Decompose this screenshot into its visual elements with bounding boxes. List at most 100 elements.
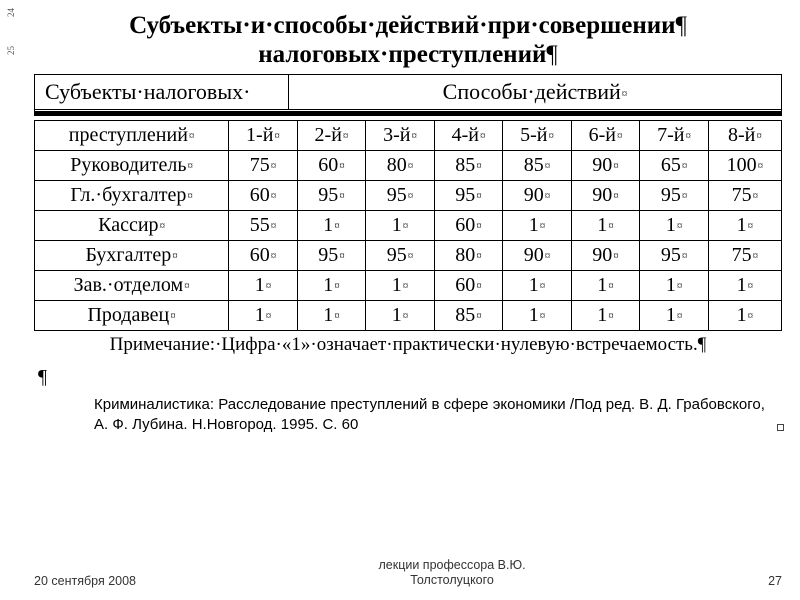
cell-text: 90 <box>592 244 612 266</box>
data-cell: 1¤ <box>640 270 709 300</box>
sun-icon: ¤ <box>407 250 414 262</box>
sun-icon: ¤ <box>747 310 754 322</box>
slide-footer: 20 сентября 2008 лекции профессора В.Ю. … <box>34 558 782 588</box>
data-cell: 75¤ <box>708 240 781 270</box>
cell-text: 1 <box>392 304 402 326</box>
header-right: Способы·действий¤ <box>288 74 781 109</box>
footer-date: 20 сентября 2008 <box>34 574 136 588</box>
resize-handle-icon <box>777 424 784 431</box>
sun-icon: ¤ <box>169 310 176 322</box>
data-cell: 1¤ <box>503 300 572 330</box>
sun-icon: ¤ <box>681 160 688 172</box>
data-cell: 1¤ <box>571 300 640 330</box>
sun-icon: ¤ <box>621 88 628 100</box>
cell-text: 1 <box>529 304 539 326</box>
pilcrow-icon: ¶ <box>698 334 707 355</box>
sun-icon: ¤ <box>475 160 482 172</box>
data-cell: 85¤ <box>503 150 572 180</box>
sun-icon: ¤ <box>407 190 414 202</box>
cell-text: 5-й <box>520 124 547 146</box>
cell-text: 1 <box>323 274 333 296</box>
cell-text: 90 <box>592 184 612 206</box>
vertical-ruler: 24 25 <box>0 0 22 600</box>
sun-icon: ¤ <box>402 280 409 292</box>
sun-icon: ¤ <box>539 310 546 322</box>
cell-text: 60 <box>455 274 475 296</box>
table-note: Примечание:·Цифра·«1»·означает·практичес… <box>34 331 782 356</box>
data-cell: 95¤ <box>366 180 435 210</box>
cell-text: 1 <box>666 274 676 296</box>
data-cell: 1¤ <box>297 270 366 300</box>
footer-author: лекции профессора В.Ю. Толстолуцкого <box>136 558 768 588</box>
data-cell: 95¤ <box>434 180 503 210</box>
sun-icon: ¤ <box>338 190 345 202</box>
cell-text: 80 <box>455 244 475 266</box>
cell-text: 60 <box>250 184 270 206</box>
cell-text: 4-й <box>452 124 479 146</box>
sun-icon: ¤ <box>676 280 683 292</box>
data-cell: 60¤ <box>229 240 298 270</box>
cell-text: 80 <box>387 154 407 176</box>
data-cell: 1¤ <box>366 210 435 240</box>
cell-text: Кассир <box>98 214 158 236</box>
row-label-cell: Руководитель¤ <box>35 150 229 180</box>
sun-icon: ¤ <box>183 280 190 292</box>
cell-text: 60 <box>455 214 475 236</box>
table-row: Продавец¤1¤1¤1¤85¤1¤1¤1¤1¤ <box>35 300 782 330</box>
data-cell: 95¤ <box>297 180 366 210</box>
cell-text: 1 <box>529 274 539 296</box>
header-left-text: Субъекты·налоговых· <box>45 79 250 104</box>
sun-icon: ¤ <box>338 250 345 262</box>
header-band: Субъекты·налоговых· Способы·действий¤ <box>34 74 782 110</box>
data-cell: 1¤ <box>366 270 435 300</box>
data-cell: 75¤ <box>708 180 781 210</box>
row-label-cell: Гл.·бухгалтер¤ <box>35 180 229 210</box>
data-cell: 1¤ <box>571 270 640 300</box>
thick-separator <box>34 113 782 116</box>
sun-icon: ¤ <box>188 130 195 142</box>
data-cell: 1¤ <box>297 210 366 240</box>
sun-icon: ¤ <box>479 130 486 142</box>
footer-page-number: 27 <box>768 574 782 588</box>
data-cell: 1¤ <box>640 300 709 330</box>
row-label-cell: Продавец¤ <box>35 300 229 330</box>
data-cell: 85¤ <box>434 150 503 180</box>
sun-icon: ¤ <box>607 220 614 232</box>
cell-text: 75 <box>250 154 270 176</box>
sun-icon: ¤ <box>265 310 272 322</box>
sun-icon: ¤ <box>544 190 551 202</box>
data-cell: 60¤ <box>434 270 503 300</box>
sun-icon: ¤ <box>752 250 759 262</box>
ruler-tick: 25 <box>6 46 16 55</box>
data-cell: 1¤ <box>297 300 366 330</box>
sun-icon: ¤ <box>757 160 764 172</box>
cell-text: 6-й <box>589 124 616 146</box>
sun-icon: ¤ <box>171 250 178 262</box>
sun-icon: ¤ <box>681 190 688 202</box>
cell-text: 75 <box>732 184 752 206</box>
cell-text: 1 <box>255 274 265 296</box>
data-cell: 90¤ <box>571 180 640 210</box>
note-text: Примечание:·Цифра·«1»·означает·практичес… <box>110 334 698 355</box>
data-cell: 90¤ <box>571 150 640 180</box>
sun-icon: ¤ <box>475 250 482 262</box>
slide-page: 24 25 Субъекты·и·способы·действий·при·со… <box>0 0 800 600</box>
cell-text: 1 <box>392 274 402 296</box>
data-cell: 90¤ <box>571 240 640 270</box>
data-cell: 60¤ <box>297 150 366 180</box>
cell-text: 1 <box>529 214 539 236</box>
row-label-cell: Кассир¤ <box>35 210 229 240</box>
cell-text: 3-й <box>383 124 410 146</box>
sun-icon: ¤ <box>676 220 683 232</box>
cell-text: 2-й <box>315 124 342 146</box>
sun-icon: ¤ <box>539 280 546 292</box>
sun-icon: ¤ <box>402 310 409 322</box>
citation-text: Криминалистика: Расследование преступлен… <box>94 395 774 436</box>
table-row: Гл.·бухгалтер¤60¤95¤95¤95¤90¤90¤95¤75¤ <box>35 180 782 210</box>
data-cell: 100¤ <box>708 150 781 180</box>
cell-text: 1 <box>666 214 676 236</box>
cell-text: 1 <box>737 214 747 236</box>
sun-icon: ¤ <box>612 190 619 202</box>
table-row: Кассир¤55¤1¤1¤60¤1¤1¤1¤1¤ <box>35 210 782 240</box>
cell-text: 85 <box>455 154 475 176</box>
